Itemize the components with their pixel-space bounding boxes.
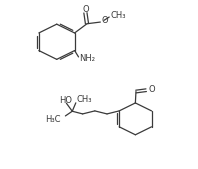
Text: NH₂: NH₂: [79, 54, 95, 63]
Text: O: O: [102, 16, 109, 25]
Text: O: O: [149, 85, 156, 94]
Text: O: O: [82, 5, 89, 14]
Text: HO: HO: [59, 96, 72, 105]
Text: CH₃: CH₃: [110, 11, 126, 20]
Text: H₃C: H₃C: [45, 115, 60, 124]
Text: CH₃: CH₃: [76, 95, 92, 104]
